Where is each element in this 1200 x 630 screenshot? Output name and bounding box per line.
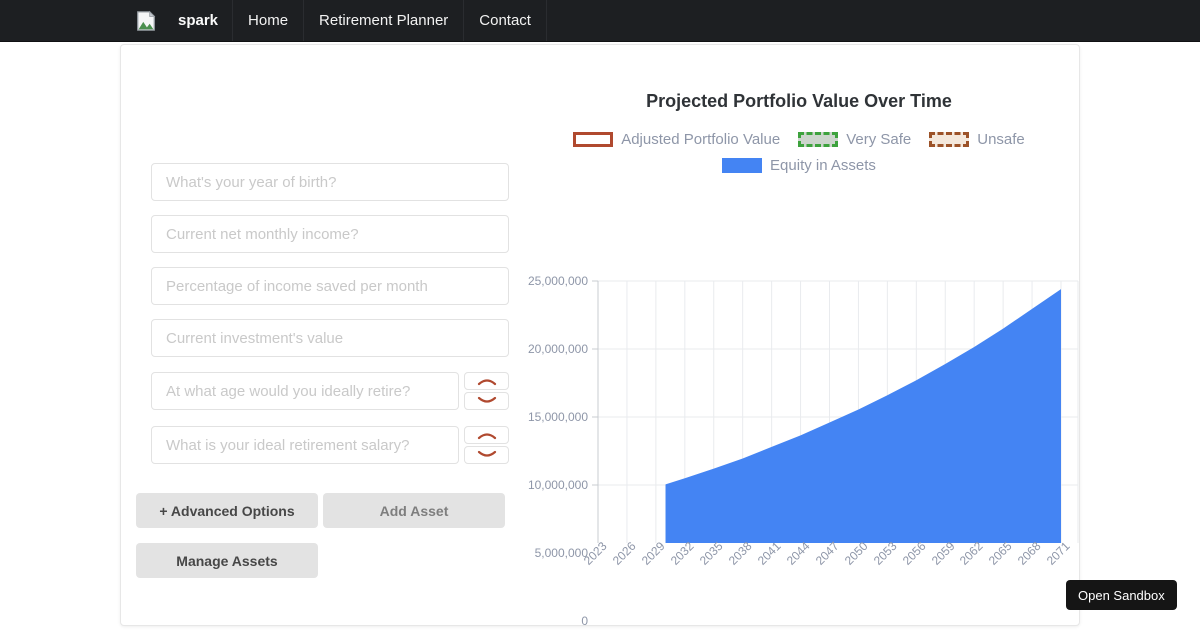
chevron-up-icon — [477, 379, 496, 386]
nav-item-retirement-planner[interactable]: Retirement Planner — [303, 0, 463, 41]
chart: Projected Portfolio Value Over Time Adju… — [519, 91, 1079, 628]
retirement-age-decrement-button[interactable] — [464, 392, 509, 410]
chart-title: Projected Portfolio Value Over Time — [646, 91, 952, 111]
nav-item-home[interactable]: Home — [232, 0, 303, 41]
chevron-down-icon — [477, 450, 496, 457]
current-investment-input[interactable] — [151, 319, 509, 357]
legend-item-equity-in-assets[interactable]: Equity in Assets — [722, 157, 876, 174]
manage-assets-button[interactable]: Manage Assets — [136, 543, 318, 578]
retirement-salary-decrement-button[interactable] — [464, 446, 509, 464]
area-chart-plot — [592, 280, 1079, 543]
chevron-down-icon — [477, 396, 496, 403]
planner-card: + Advanced Options Add Asset Manage Asse… — [120, 44, 1080, 628]
retirement-age-increment-button[interactable] — [464, 372, 509, 390]
brand-label[interactable]: spark — [178, 12, 219, 29]
advanced-options-button[interactable]: + Advanced Options — [136, 493, 318, 528]
open-sandbox-button[interactable]: Open Sandbox — [1066, 580, 1177, 610]
legend-swatch — [798, 132, 839, 147]
legend-item-adjusted-portfolio-value[interactable]: Adjusted Portfolio Value — [573, 131, 780, 148]
retirement-salary-increment-button[interactable] — [464, 426, 509, 444]
retirement-age-input[interactable] — [151, 372, 459, 410]
legend-item-very-safe[interactable]: Very Safe — [798, 131, 911, 148]
nav-item-contact[interactable]: Contact — [463, 0, 547, 41]
net-monthly-income-input[interactable] — [151, 215, 509, 253]
chart-legend-row-1: Adjusted Portfolio Value Very Safe Unsaf… — [519, 131, 1079, 148]
retirement-salary-stepper — [464, 426, 509, 464]
legend-swatch — [722, 158, 763, 173]
legend-swatch — [929, 132, 970, 147]
savings-percentage-input[interactable] — [151, 267, 509, 305]
broken-image-icon — [137, 10, 156, 31]
chevron-up-icon — [477, 433, 496, 440]
chart-legend-row-2: Equity in Assets — [519, 157, 1079, 174]
brand[interactable]: spark — [135, 0, 218, 41]
legend-item-unsafe[interactable]: Unsafe — [929, 131, 1025, 148]
legend-swatch — [573, 132, 614, 147]
retirement-salary-input[interactable] — [151, 426, 459, 464]
retirement-age-stepper — [464, 372, 509, 410]
navbar: spark Home Retirement Planner Contact — [0, 0, 1200, 42]
year-of-birth-input[interactable] — [151, 163, 509, 201]
add-asset-button[interactable]: Add Asset — [323, 493, 505, 528]
